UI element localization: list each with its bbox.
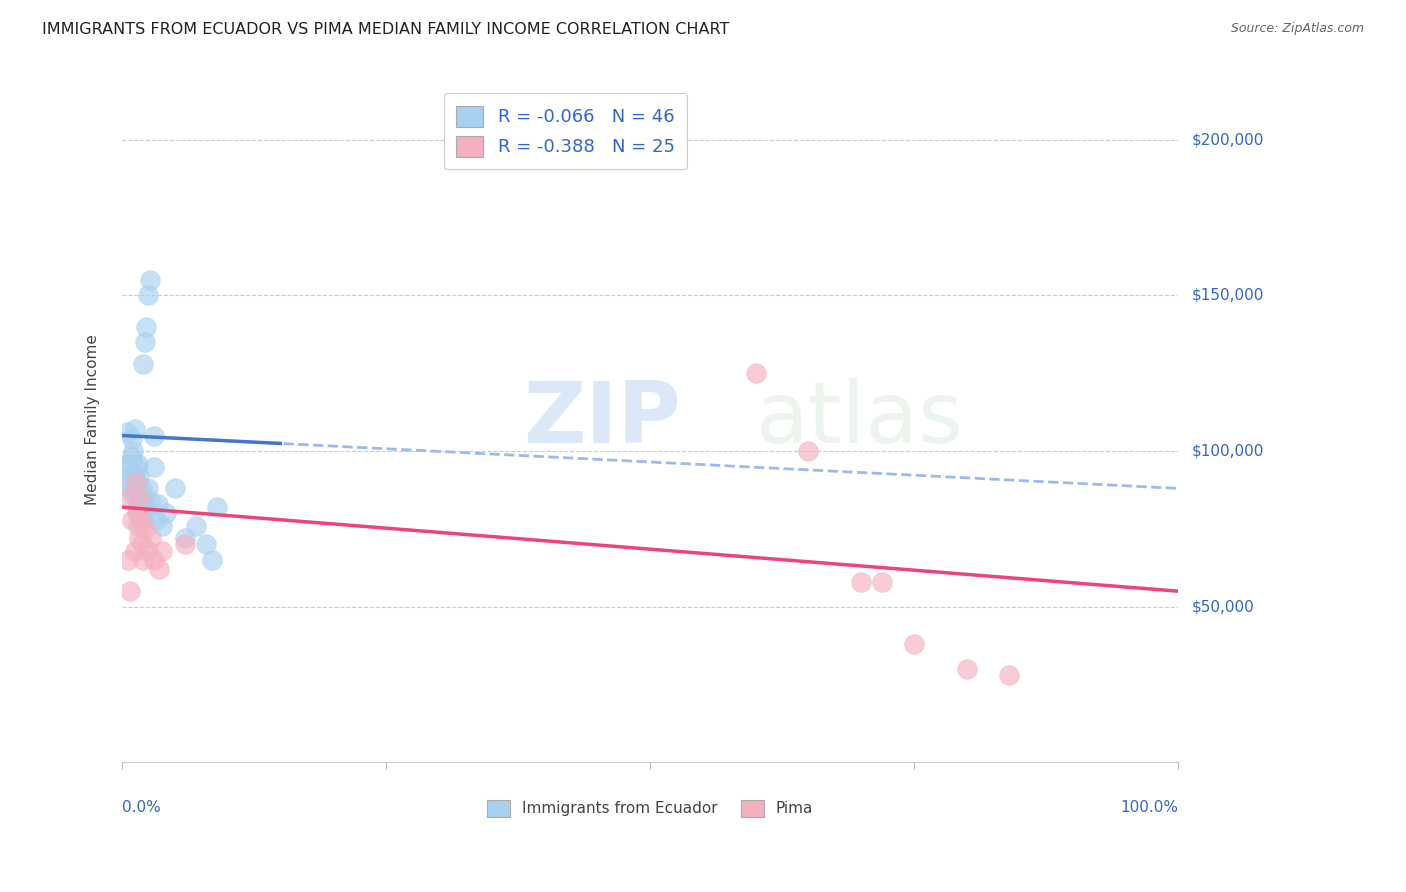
Point	[118, 475, 141, 490]
Point	[124, 475, 146, 490]
Text: $200,000: $200,000	[1192, 132, 1264, 147]
Point	[142, 428, 165, 442]
Point	[131, 537, 153, 551]
Point	[134, 335, 156, 350]
Point	[122, 488, 145, 502]
Point	[129, 512, 152, 526]
Point	[132, 512, 155, 526]
Point	[115, 457, 138, 471]
Point	[127, 457, 149, 471]
Point	[128, 531, 150, 545]
Point	[124, 459, 146, 474]
Point	[174, 537, 197, 551]
Point	[201, 553, 224, 567]
Point	[124, 422, 146, 436]
Point	[132, 553, 155, 567]
Point	[136, 482, 159, 496]
Point	[174, 531, 197, 545]
Text: Source: ZipAtlas.com: Source: ZipAtlas.com	[1230, 22, 1364, 36]
Point	[125, 506, 148, 520]
Y-axis label: Median Family Income: Median Family Income	[86, 334, 100, 506]
Text: 100.0%: 100.0%	[1121, 800, 1178, 815]
Point	[121, 432, 143, 446]
Legend: Immigrants from Ecuador, Pima: Immigrants from Ecuador, Pima	[481, 793, 820, 823]
Point	[135, 319, 157, 334]
Text: IMMIGRANTS FROM ECUADOR VS PIMA MEDIAN FAMILY INCOME CORRELATION CHART: IMMIGRANTS FROM ECUADOR VS PIMA MEDIAN F…	[42, 22, 730, 37]
Point	[121, 450, 143, 465]
Point	[139, 273, 162, 287]
Point	[121, 512, 143, 526]
Point	[129, 497, 152, 511]
Point	[115, 425, 138, 440]
Point	[117, 457, 139, 471]
Point	[148, 562, 170, 576]
Point	[128, 469, 150, 483]
Point	[122, 444, 145, 458]
Point	[136, 543, 159, 558]
Point	[125, 475, 148, 490]
Point	[132, 357, 155, 371]
Point	[132, 491, 155, 505]
Point	[142, 553, 165, 567]
Point	[145, 512, 167, 526]
Point	[128, 484, 150, 499]
Point	[136, 288, 159, 302]
Point	[872, 574, 894, 589]
Point	[120, 482, 142, 496]
Text: $150,000: $150,000	[1192, 288, 1264, 303]
Point	[127, 506, 149, 520]
Point	[150, 518, 173, 533]
Point	[134, 522, 156, 536]
Text: $50,000: $50,000	[1192, 599, 1254, 615]
Point	[125, 500, 148, 515]
Point	[128, 491, 150, 505]
Point	[956, 662, 979, 676]
Point	[120, 469, 142, 483]
Point	[744, 366, 766, 380]
Point	[155, 506, 177, 520]
Point	[184, 518, 207, 533]
Text: 0.0%: 0.0%	[122, 800, 160, 815]
Point	[115, 491, 138, 505]
Text: atlas: atlas	[755, 378, 963, 461]
Point	[195, 537, 218, 551]
Point	[124, 466, 146, 480]
Point	[150, 543, 173, 558]
Point	[142, 459, 165, 474]
Point	[117, 553, 139, 567]
Point	[141, 531, 163, 545]
Text: ZIP: ZIP	[523, 378, 681, 461]
Point	[146, 497, 169, 511]
Point	[163, 482, 186, 496]
Point	[134, 500, 156, 515]
Point	[128, 491, 150, 505]
Point	[127, 518, 149, 533]
Point	[124, 543, 146, 558]
Point	[139, 494, 162, 508]
Point	[998, 668, 1021, 682]
Point	[797, 444, 820, 458]
Text: $100,000: $100,000	[1192, 443, 1264, 458]
Point	[135, 506, 157, 520]
Point	[124, 482, 146, 496]
Point	[903, 637, 925, 651]
Point	[131, 482, 153, 496]
Point	[120, 584, 142, 599]
Point	[851, 574, 873, 589]
Point	[205, 500, 228, 515]
